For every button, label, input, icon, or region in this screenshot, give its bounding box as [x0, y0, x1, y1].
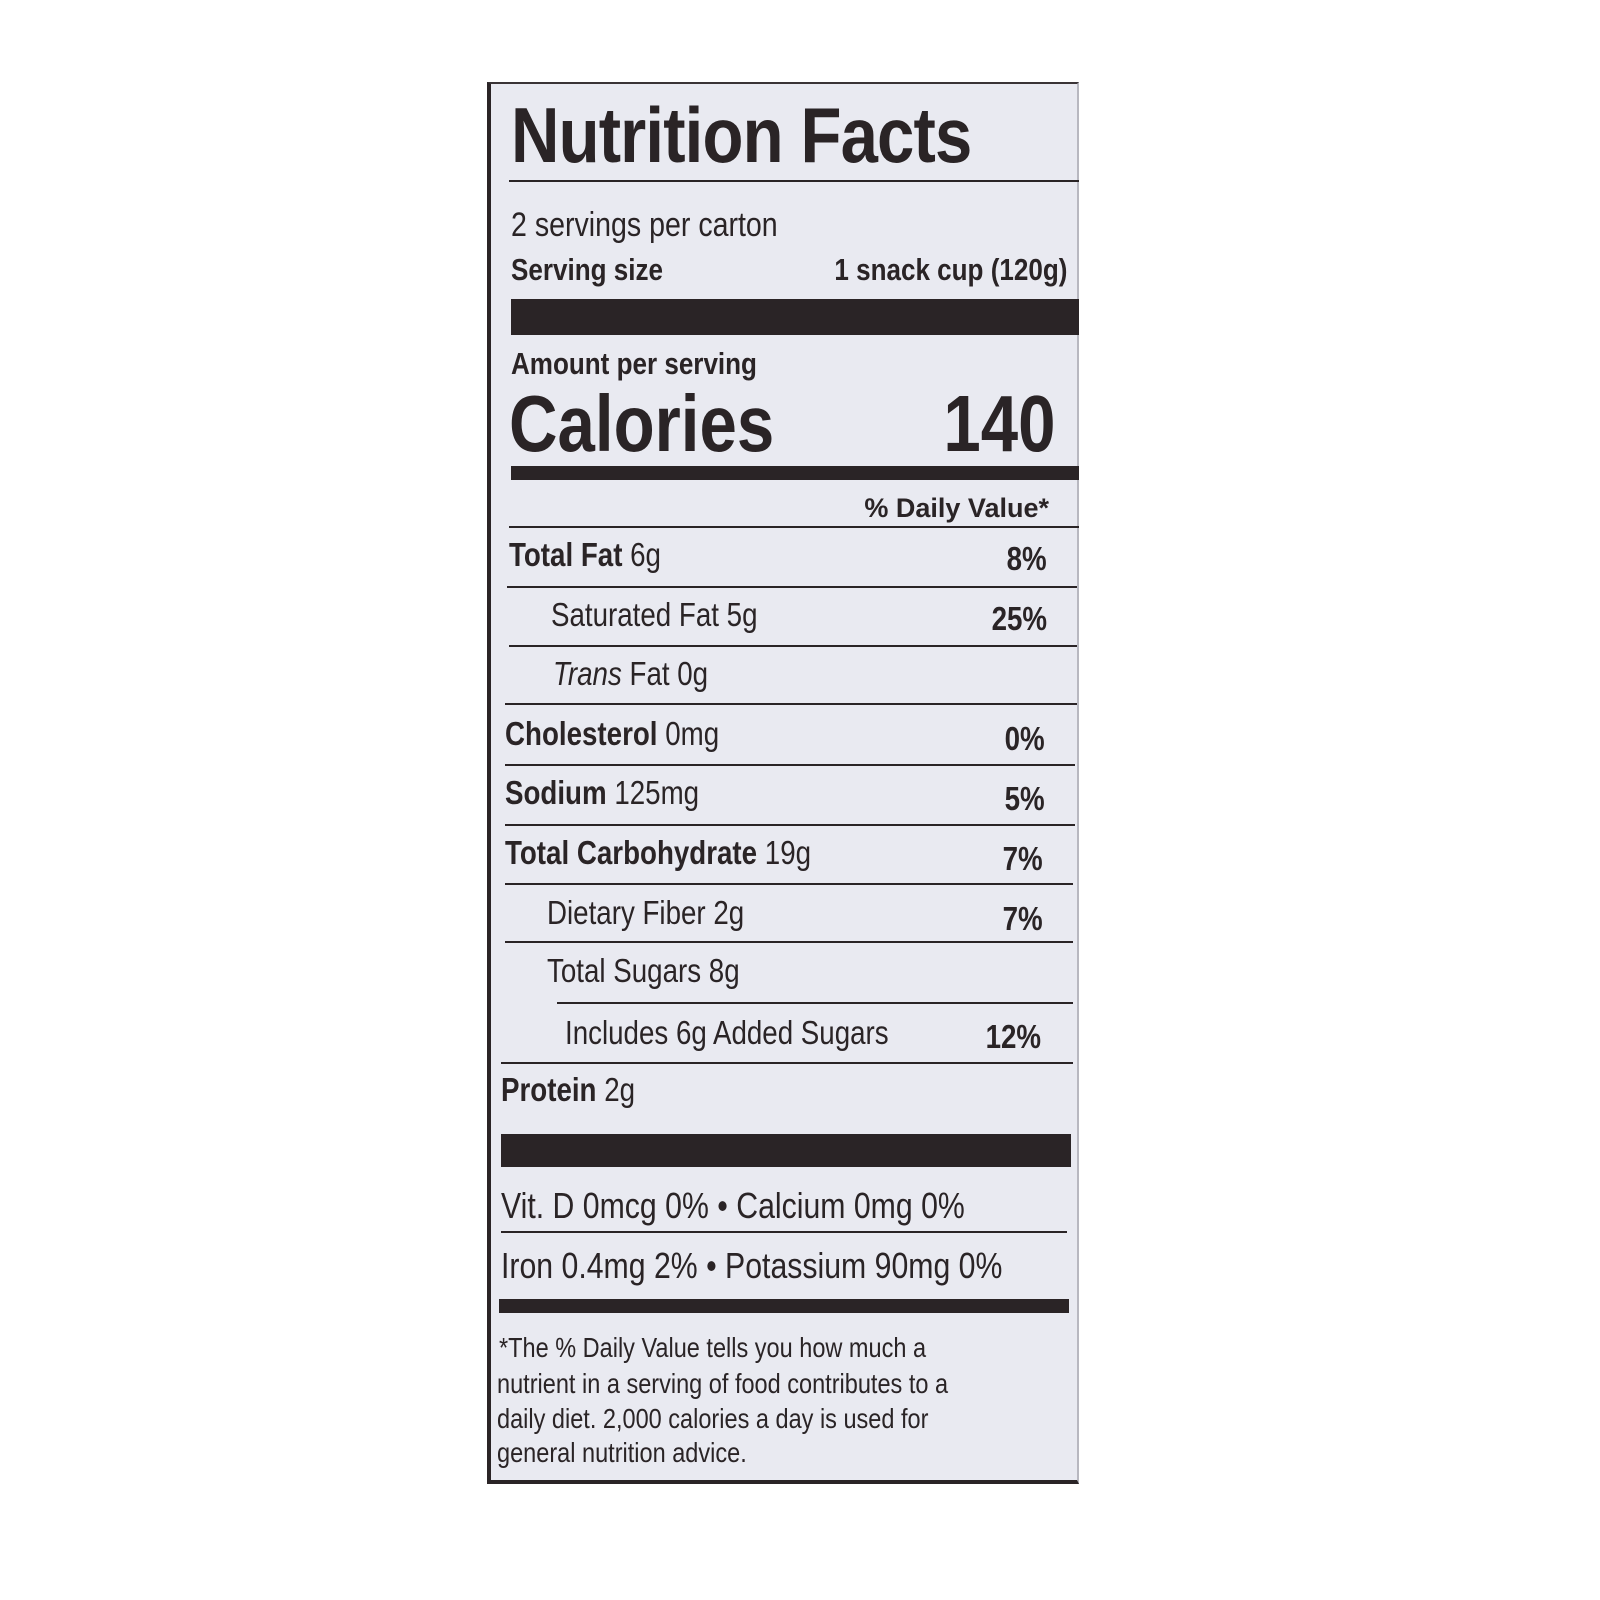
nutrient-dv: 25%: [991, 600, 1047, 637]
nutrient-dv: 7%: [1002, 840, 1043, 877]
amount-per-serving: Amount per serving: [511, 346, 757, 381]
nutrient-row-protein: Protein 2g: [501, 1073, 635, 1106]
label-title: Nutrition Facts: [511, 91, 972, 179]
divider: [509, 526, 1079, 528]
nutrient-row-trans-fat: Trans Fat 0g: [553, 657, 708, 690]
nutrient-amount: 5g: [726, 596, 758, 633]
nutrient-row-dietary-fiber: Dietary Fiber 2g: [547, 896, 744, 929]
nutrient-row-total-fat: Total Fat 6g: [509, 538, 661, 571]
divider: [509, 180, 1079, 182]
divider: [557, 1002, 1073, 1004]
divider: [505, 764, 1075, 766]
footnote-line: nutrient in a serving of food contribute…: [497, 1368, 949, 1399]
nutrient-name: Dietary Fiber: [547, 894, 706, 931]
divider: [507, 586, 1077, 588]
nutrition-facts-label: Nutrition Facts 2 servings per carton Se…: [487, 82, 1079, 1484]
nutrient-amount: 0g: [677, 655, 709, 692]
servings-per-container: 2 servings per carton: [511, 206, 778, 244]
nutrient-row-total-sugars: Total Sugars 8g: [547, 954, 740, 987]
divider: [505, 824, 1075, 826]
daily-value-header: % Daily Value*: [864, 493, 1049, 523]
divider: [505, 941, 1073, 943]
nutrient-name: Total Carbohydrate: [505, 834, 758, 871]
nutrient-amount: 8g: [708, 952, 740, 989]
nutrient-dv: 5%: [1004, 780, 1045, 817]
serving-size-label: Serving size: [511, 252, 663, 287]
divider: [501, 1231, 1067, 1233]
micronutrients-row-2: Iron 0.4mg 2% • Potassium 90mg 0%: [501, 1245, 1003, 1286]
nutrient-dv: 0%: [1004, 720, 1045, 757]
medium-divider: [499, 1299, 1069, 1313]
divider: [501, 1062, 1073, 1064]
nutrient-amount: 2g: [713, 894, 745, 931]
calories-value: 140: [942, 379, 1055, 468]
nutrient-name: Saturated Fat: [551, 596, 719, 633]
nutrient-dv: 12%: [985, 1018, 1041, 1055]
nutrient-name: Sodium: [505, 774, 607, 811]
nutrient-row-added-sugars: Includes 6g Added Sugars: [565, 1014, 889, 1051]
nutrient-name: Total Sugars: [547, 952, 702, 989]
nutrient-name-suffix: Fat: [629, 655, 670, 692]
nutrient-amount: 2g: [604, 1071, 636, 1108]
footnote-line: daily diet. 2,000 calories a day is used…: [497, 1403, 929, 1434]
divider: [509, 645, 1077, 647]
nutrient-name: Total Fat: [509, 536, 623, 573]
nutrient-name: Cholesterol: [505, 715, 658, 752]
nutrient-amount: 125mg: [614, 774, 700, 811]
nutrient-dv: 8%: [1006, 540, 1047, 577]
nutrient-dv: 7%: [1002, 900, 1043, 937]
nutrient-row-saturated-fat: Saturated Fat 5g: [551, 598, 758, 631]
nutrient-name: Protein: [501, 1071, 597, 1108]
nutrient-name: Trans: [553, 655, 622, 692]
thick-divider: [501, 1134, 1071, 1167]
footnote-line: general nutrition advice.: [497, 1437, 747, 1468]
nutrient-row-total-carbohydrate: Total Carbohydrate 19g: [505, 836, 811, 869]
serving-size-value: 1 snack cup (120g): [833, 252, 1067, 287]
nutrient-amount: 0mg: [665, 715, 720, 752]
nutrient-amount: 19g: [764, 834, 812, 871]
nutrient-amount: 6g: [630, 536, 661, 573]
micronutrients-row-1: Vit. D 0mcg 0% • Calcium 0mg 0%: [501, 1185, 965, 1226]
footnote-line: *The % Daily Value tells you how much a: [499, 1332, 927, 1363]
medium-divider: [511, 466, 1079, 480]
nutrient-row-cholesterol: Cholesterol 0mg: [505, 717, 719, 750]
thick-divider: [511, 299, 1079, 335]
calories-label: Calories: [509, 379, 775, 468]
divider: [505, 883, 1073, 885]
nutrient-row-sodium: Sodium 125mg: [505, 776, 699, 809]
divider: [505, 703, 1077, 705]
